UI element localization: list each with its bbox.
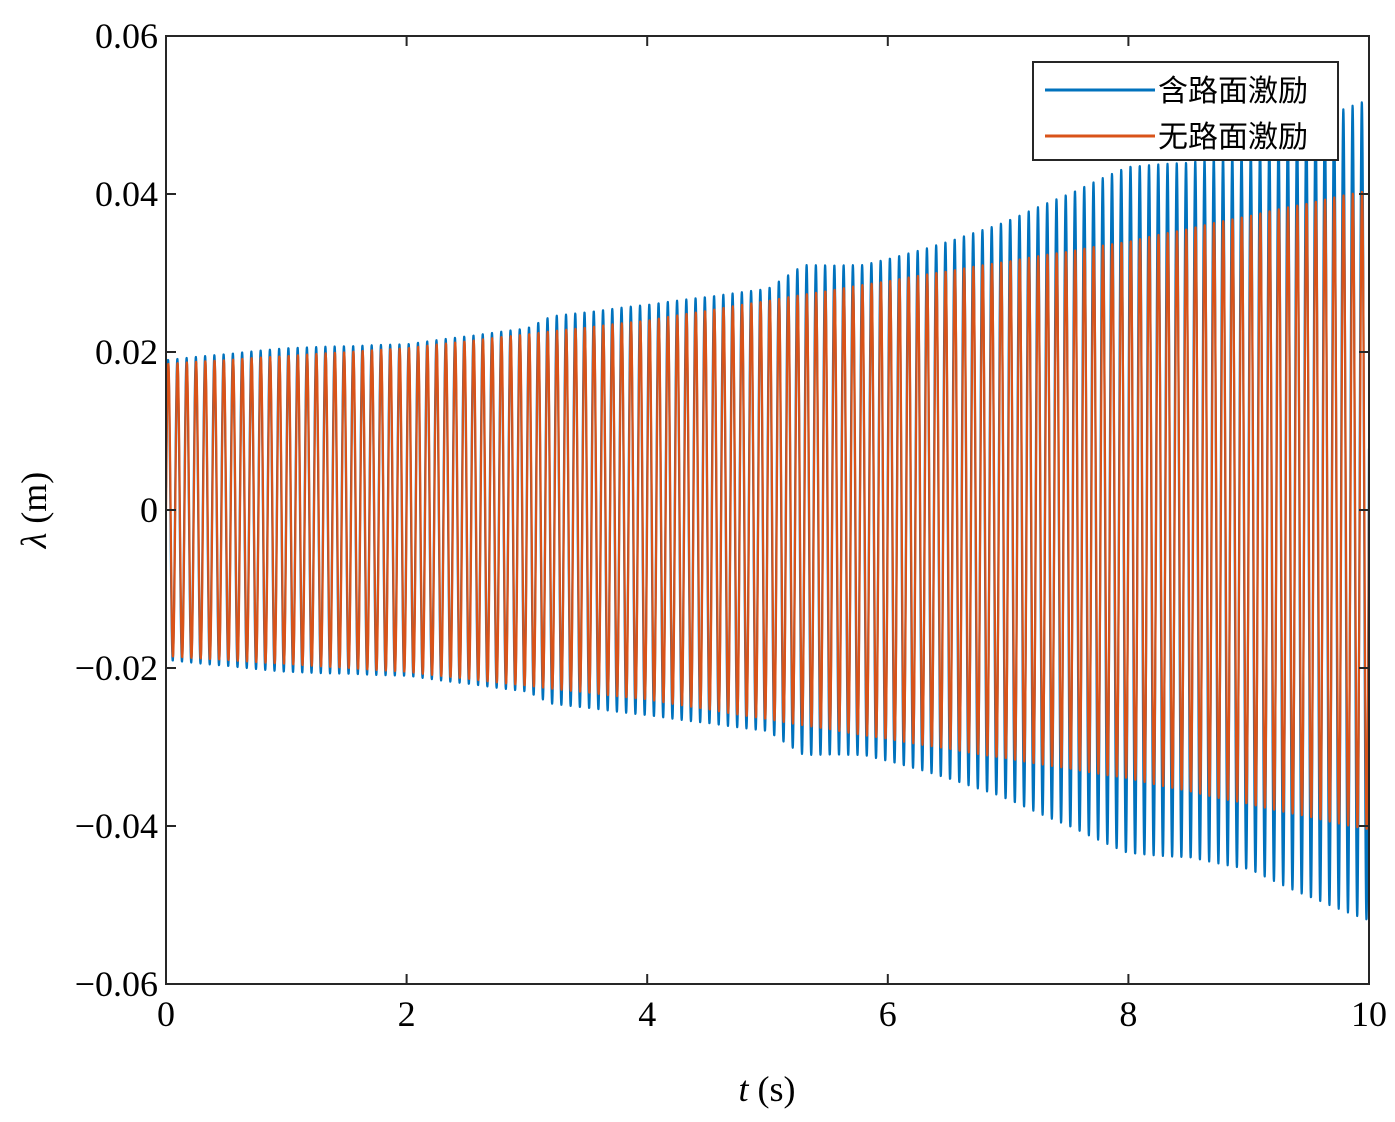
x-tick-label: 0	[157, 994, 175, 1034]
y-tick-label: −0.06	[75, 964, 158, 1004]
y-tick-label: 0	[140, 490, 158, 530]
legend-label-without-road: 无路面激励	[1158, 120, 1308, 155]
x-axis-variable: t	[738, 1069, 749, 1109]
series-without-road-excitation	[166, 190, 1369, 830]
y-tick-label: 0.06	[95, 16, 158, 56]
x-tick-label: 8	[1119, 994, 1137, 1034]
y-axis-unit: (m)	[14, 472, 54, 533]
ticks-layer: 0 2 4 6 8 10 −0.06 −0.04 −0.02 0 0.02 0.04 0.06	[75, 16, 1387, 1034]
series-layer	[166, 101, 1369, 921]
y-tick-label: −0.02	[75, 648, 158, 688]
y-axis-label: λ (m)	[14, 472, 54, 550]
legend: 含路面激励 无路面激励	[1032, 61, 1339, 161]
y-tick-label: −0.04	[75, 806, 158, 846]
x-axis-label: t (s)	[738, 1069, 795, 1109]
x-tick-label: 6	[879, 994, 897, 1034]
x-tick-label: 10	[1351, 994, 1387, 1034]
x-axis-unit: (s)	[749, 1069, 796, 1109]
y-tick-label: 0.04	[95, 174, 158, 214]
x-tick-label: 4	[638, 994, 656, 1034]
y-axis-variable: λ	[14, 533, 54, 550]
y-tick-label: 0.02	[95, 332, 158, 372]
legend-box	[1032, 61, 1339, 161]
legend-label-with-road: 含路面激励	[1158, 74, 1308, 109]
x-tick-label: 2	[398, 994, 416, 1034]
